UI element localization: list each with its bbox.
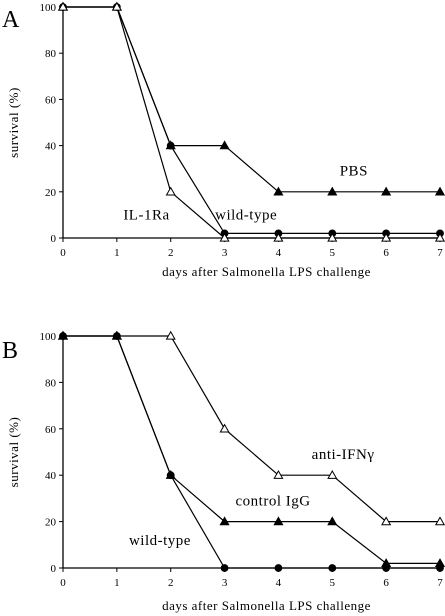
panel-1-series-2-point (166, 141, 175, 150)
panel-2-annotation-3: wild-type (129, 533, 191, 549)
panel-1-series-3-point (165, 186, 176, 196)
panel-2-x-tick-label: 4 (276, 577, 282, 589)
panel-2-series-1-point (434, 516, 445, 526)
panel-2-series-3-point (220, 564, 229, 572)
panel-2-series-2-point (327, 516, 338, 526)
panel-2-annotation-1: anti-IFNγ (312, 447, 375, 463)
panel-1-x-tick-label: 2 (168, 247, 174, 259)
panel-1-annotation-1: PBS (340, 164, 368, 180)
panel-1-x-tick-label: 7 (437, 247, 443, 259)
panel-2-x-tick-label: 6 (383, 577, 389, 589)
panel-2-series-1-point (219, 423, 230, 433)
panel-1-x-axis-label: days after Salmonella LPS challenge (162, 264, 371, 279)
panel-1-series-1-point (273, 186, 284, 196)
panel-1-letter: A (2, 7, 20, 33)
panel-2-y-tick-label: 20 (45, 517, 57, 529)
panel-1-y-tick-label: 0 (51, 233, 57, 245)
panel-1-x-tick-label: 6 (383, 247, 389, 259)
panel-1-series-1-point (327, 186, 338, 196)
panel-1-series-3-line (63, 6, 440, 239)
panel-2-series-3-point (112, 332, 121, 340)
panel-1-series-1-point (434, 186, 445, 196)
panel-2-annotation-2: control IgG (236, 493, 311, 509)
panel-2-y-axis-label: survival (%) (6, 417, 21, 488)
panel-1-x-tick-label: 1 (114, 247, 120, 259)
panel-2-x-tick-label: 3 (222, 577, 228, 589)
panel-1: A 0 20 40 60 80 100 0 1 2 3 4 5 6 7 days after Salmonel… (2, 1, 445, 279)
panel-2-x-tick-label: 2 (168, 577, 174, 589)
panel-2-x-tick-label: 7 (437, 577, 443, 589)
panel-1-series-1-line (63, 6, 440, 193)
panel-2: B 0 20 40 60 80 100 0 1 2 3 4 5 6 7 days after Salmonel… (2, 330, 445, 613)
panel-2-x-tick-label: 5 (330, 577, 336, 589)
panel-1-annotation-2: IL-1Ra (123, 208, 169, 224)
panel-1-series-1-point (219, 140, 230, 150)
panel-1-series-3-point (327, 232, 338, 242)
panel-2-series-2-point (273, 516, 284, 526)
panel-2-x-tick-label: 0 (60, 577, 66, 589)
panel-2-series-1-line (63, 335, 440, 523)
panel-1-y-tick-label: 40 (45, 141, 57, 153)
panel-1-x-tick-label: 3 (222, 247, 228, 259)
panel-1-x-tick-label: 0 (60, 247, 66, 259)
panel-1-series-1-point (381, 186, 392, 196)
panel-2-series-3-line (63, 335, 440, 569)
panel-2-series-1-point (381, 516, 392, 526)
panel-1-series-3-point (111, 1, 122, 11)
panel-2-x-tick-label: 1 (114, 577, 120, 589)
panel-2-y-tick-label: 0 (51, 563, 57, 575)
panel-1-series-3-point (57, 1, 69, 11)
panel-1-y-tick-label: 60 (45, 94, 57, 106)
panel-2-y-tick-label: 40 (45, 470, 57, 482)
panel-1-y-axis-label: survival (%) (6, 87, 21, 158)
panel-2-x-axis-label: days after Salmonella LPS challenge (162, 598, 371, 613)
panel-2-series-3-point (166, 471, 175, 480)
panel-1-y-tick-label: 20 (45, 187, 57, 199)
panel-1-y-tick-label: 100 (40, 2, 57, 14)
panel-1-series-3-point (219, 232, 230, 242)
panel-2-series-3-point (436, 564, 444, 572)
panel-2-series-1-point (327, 469, 338, 479)
panel-1-y-tick-label: 80 (45, 48, 57, 60)
panel-2-series-3-point (59, 332, 67, 340)
panel-2-y-tick-label: 60 (45, 424, 57, 436)
panel-2-series-3-point (274, 564, 283, 572)
panel-1-series-3-point (273, 232, 284, 242)
panel-2-series-3-point (382, 564, 391, 572)
panel-2-series-3-point (328, 564, 337, 572)
panel-1-series-3-point (381, 232, 392, 242)
panel-1-series-2-line (63, 6, 440, 234)
panel-2-series-1-point (273, 469, 284, 479)
panel-2-y-tick-label: 80 (45, 377, 57, 389)
panel-1-annotation-3: wild-type (215, 208, 277, 224)
panel-2-series-2-line (63, 335, 440, 564)
panel-2-series-2-point (219, 516, 230, 526)
panel-2-y-tick-label: 100 (40, 331, 57, 343)
panel-1-x-tick-label: 5 (330, 247, 336, 259)
panel-2-letter: B (2, 338, 18, 364)
panel-1-series-3-point (434, 232, 445, 242)
panel-2-series-1-point (165, 330, 176, 340)
panel-1-x-tick-label: 4 (276, 247, 282, 259)
